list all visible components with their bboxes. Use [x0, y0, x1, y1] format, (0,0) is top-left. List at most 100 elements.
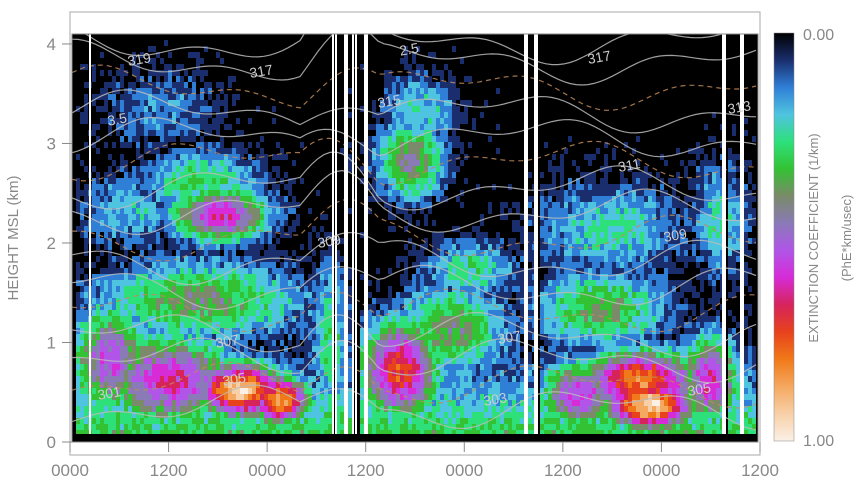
heatmap-cell — [312, 280, 316, 286]
heatmap-cell — [368, 202, 372, 208]
heatmap-cell — [188, 340, 192, 346]
heatmap-cell — [460, 256, 464, 262]
heatmap-cell — [120, 268, 124, 274]
heatmap-cell — [108, 64, 112, 70]
heatmap-cell — [184, 244, 188, 250]
heatmap-cell — [140, 310, 144, 316]
heatmap-cell — [196, 202, 200, 208]
heatmap-cell — [140, 220, 144, 226]
heatmap-cell — [228, 370, 232, 376]
heatmap-cell — [172, 202, 176, 208]
heatmap-cell — [436, 184, 440, 190]
heatmap-cell — [396, 316, 400, 322]
heatmap-cell — [300, 292, 304, 298]
heatmap-cell — [232, 346, 236, 352]
heatmap-cell — [292, 316, 296, 322]
heatmap-cell — [164, 352, 168, 358]
heatmap-cell — [416, 100, 420, 106]
heatmap-cell — [240, 196, 244, 202]
heatmap-cell — [384, 370, 388, 376]
heatmap-cell — [248, 196, 252, 202]
heatmap-cell — [284, 412, 288, 418]
heatmap-cell — [264, 232, 268, 238]
heatmap-cell — [200, 142, 204, 148]
heatmap-cell — [92, 286, 96, 292]
heatmap-cell — [300, 400, 304, 406]
heatmap-cell — [92, 274, 96, 280]
heatmap-cell — [380, 178, 384, 184]
heatmap-cell — [312, 358, 316, 364]
heatmap-cell — [288, 412, 292, 418]
heatmap-cell — [464, 250, 468, 256]
heatmap-cell — [164, 184, 168, 190]
heatmap-cell — [144, 232, 148, 238]
heatmap-cell — [464, 76, 468, 82]
heatmap-cell — [116, 394, 120, 400]
heatmap-cell — [120, 430, 124, 436]
heatmap-cell — [396, 394, 400, 400]
heatmap-cell — [404, 196, 408, 202]
heatmap-cell — [116, 274, 120, 280]
heatmap-cell — [256, 220, 260, 226]
heatmap-cell — [200, 388, 204, 394]
heatmap-cell — [152, 430, 156, 436]
heatmap-cell — [412, 106, 416, 112]
heatmap-cell — [432, 310, 436, 316]
heatmap-cell — [280, 148, 284, 154]
heatmap-cell — [248, 412, 252, 418]
heatmap-cell — [236, 400, 240, 406]
heatmap-cell — [140, 214, 144, 220]
heatmap-cell — [336, 388, 340, 394]
heatmap-cell — [248, 232, 252, 238]
heatmap-cell — [380, 118, 384, 124]
heatmap-cell — [144, 148, 148, 154]
heatmap-cell — [336, 256, 340, 262]
heatmap-cell — [388, 190, 392, 196]
heatmap-cell — [152, 124, 156, 130]
heatmap-cell — [176, 250, 180, 256]
heatmap-cell — [208, 322, 212, 328]
heatmap-cell — [160, 286, 164, 292]
heatmap-cell — [304, 424, 308, 430]
heatmap-cell — [400, 76, 404, 82]
heatmap-cell — [220, 196, 224, 202]
heatmap-cell — [292, 172, 296, 178]
heatmap-cell — [400, 82, 404, 88]
heatmap-cell — [172, 346, 176, 352]
heatmap-cell — [132, 112, 136, 118]
heatmap-cell — [156, 256, 160, 262]
heatmap-cell — [264, 334, 268, 340]
heatmap-cell — [284, 358, 288, 364]
heatmap-cell — [176, 418, 180, 424]
heatmap-cell — [408, 376, 412, 382]
heatmap-cell — [436, 280, 440, 286]
heatmap-cell — [268, 310, 272, 316]
heatmap-cell — [256, 334, 260, 340]
heatmap-cell — [288, 304, 292, 310]
heatmap-cell — [408, 166, 412, 172]
heatmap-cell — [444, 88, 448, 94]
heatmap-cell — [448, 154, 452, 160]
heatmap-cell — [228, 208, 232, 214]
heatmap-cell — [224, 106, 228, 112]
heatmap-cell — [452, 400, 456, 406]
heatmap-cell — [108, 352, 112, 358]
heatmap-cell — [116, 364, 120, 370]
heatmap-cell — [140, 172, 144, 178]
heatmap-cell — [304, 298, 308, 304]
heatmap-cell — [120, 160, 124, 166]
heatmap-cell — [416, 196, 420, 202]
heatmap-cell — [124, 334, 128, 340]
heatmap-cell — [152, 226, 156, 232]
heatmap-cell — [384, 148, 388, 154]
heatmap-cell — [348, 160, 352, 166]
heatmap-cell — [164, 292, 168, 298]
heatmap-cell — [368, 160, 372, 166]
heatmap-cell — [184, 286, 188, 292]
heatmap-cell — [324, 214, 328, 220]
heatmap-cell — [392, 214, 396, 220]
heatmap-cell — [92, 316, 96, 322]
heatmap-cell — [216, 382, 220, 388]
heatmap-cell — [408, 316, 412, 322]
heatmap-cell — [376, 148, 380, 154]
